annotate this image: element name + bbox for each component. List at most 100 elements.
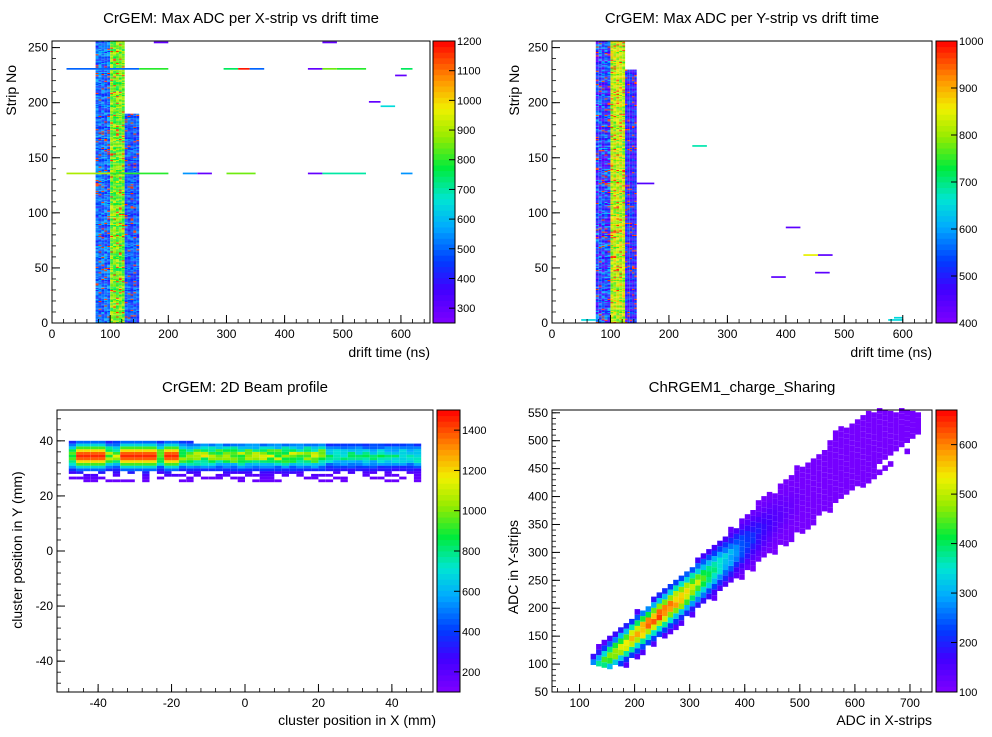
heatmap-cell: [130, 151, 134, 153]
heatmap-cell: [595, 282, 599, 284]
heatmap-cell: [595, 201, 599, 203]
heatmap-cell: [118, 149, 122, 151]
heatmap-cell: [121, 128, 125, 130]
heatmap-cell: [98, 239, 102, 241]
heatmap-cell: [98, 119, 102, 121]
heatmap-cell: [136, 259, 140, 261]
heatmap-cell: [118, 249, 122, 251]
heatmap-cell: [124, 145, 128, 147]
heatmap-cell: [607, 74, 611, 76]
heatmap-cell: [113, 149, 116, 151]
heatmap-cell: [133, 273, 137, 275]
heatmap-cell: [601, 277, 605, 279]
heatmap-cell: [101, 100, 105, 102]
heatmap-cell: [107, 283, 111, 285]
heatmap-cell: [133, 119, 137, 121]
heatmap-cell: [595, 211, 599, 213]
heatmap-cell: [136, 154, 140, 156]
heatmap-cell: [130, 169, 134, 171]
heatmap-cell: [604, 319, 608, 321]
heatmap-cell: [104, 163, 108, 165]
heatmap-cell: [98, 183, 102, 185]
heatmap-cell: [607, 157, 611, 159]
heatmap-cell: [601, 92, 605, 94]
heatmap-cell: [118, 253, 122, 255]
heatmap-cell: [601, 202, 605, 204]
heatmap-cell: [95, 288, 99, 290]
heatmap-cell: [121, 239, 125, 241]
heatmap-cell: [95, 207, 99, 209]
heatmap-cell: [107, 177, 111, 179]
y-tick-label: 250: [28, 41, 48, 55]
heatmap-cell: [127, 305, 131, 307]
heatmap-cell: [601, 100, 605, 102]
heatmap-cell: [118, 121, 122, 123]
heatmap-cell: [104, 188, 108, 190]
heatmap-cell: [598, 90, 602, 92]
heatmap-cell: [116, 244, 119, 246]
heatmap-cell: [130, 185, 134, 187]
heatmap-cell: [95, 240, 99, 242]
heatmap-cell: [110, 193, 114, 195]
color-scale-step: [433, 300, 455, 307]
heatmap-cell: [101, 212, 105, 214]
heatmap-cell: [95, 168, 99, 170]
heatmap-cell: [127, 244, 131, 246]
heatmap-cell: [107, 153, 111, 155]
heatmap-cell: [95, 256, 99, 258]
heatmap-cell: [133, 262, 137, 264]
heatmap-cell: [104, 198, 108, 200]
heatmap-cell: [598, 299, 602, 301]
heatmap-cell: [118, 226, 122, 228]
heatmap-cell: [118, 305, 122, 307]
heatmap-cell: [95, 44, 99, 46]
heatmap-cell: [116, 171, 119, 173]
heatmap-cell: [118, 316, 122, 318]
heatmap-cell: [113, 221, 116, 223]
heatmap-cell: [110, 122, 114, 124]
heatmap-cell: [107, 58, 111, 60]
heatmap-cell: [107, 244, 111, 246]
heatmap-cell: [101, 88, 105, 90]
heatmap-cell: [124, 258, 128, 260]
heatmap-cell: [598, 128, 602, 130]
heatmap-cell: [604, 285, 608, 287]
heatmap-cell: [595, 93, 599, 95]
heatmap-cell: [116, 245, 119, 247]
heatmap-cell: [124, 241, 128, 243]
heatmap-cell: [104, 117, 108, 119]
heatmap-cell: [598, 309, 602, 311]
heatmap-cell: [104, 169, 108, 171]
heatmap-cell: [127, 315, 131, 317]
heatmap-cell: [601, 153, 605, 155]
heatmap-cell: [110, 125, 114, 127]
heatmap-cell: [601, 128, 605, 130]
heatmap-cell: [136, 129, 140, 131]
heatmap-cell: [124, 297, 128, 299]
heatmap-cell: [110, 132, 114, 134]
heatmap-cell: [101, 111, 105, 113]
heatmap-cell: [113, 117, 116, 119]
heatmap-cell: [133, 120, 137, 122]
heatmap-cell: [110, 63, 114, 65]
heatmap-cell: [607, 102, 611, 104]
heatmap-cell: [116, 54, 119, 56]
heatmap-cell: [121, 238, 125, 240]
heatmap-cell: [133, 312, 137, 314]
color-scale-step: [433, 136, 455, 143]
heatmap-cell: [124, 117, 128, 119]
heatmap-cell: [113, 216, 116, 218]
heatmap-cell: [124, 312, 128, 314]
heatmap-cell: [598, 251, 602, 253]
heatmap-cell: [127, 299, 131, 301]
heatmap-cell: [607, 169, 611, 171]
heatmap-cell: [118, 85, 122, 87]
heatmap-cell: [110, 187, 114, 189]
heatmap-cell: [113, 242, 116, 244]
heatmap-cell: [136, 286, 140, 288]
heatmap-cell: [395, 74, 407, 77]
heatmap-cell: [127, 281, 131, 283]
heatmap-cell: [136, 228, 140, 230]
heatmap-cell: [124, 196, 128, 198]
heatmap-cell: [604, 299, 608, 301]
